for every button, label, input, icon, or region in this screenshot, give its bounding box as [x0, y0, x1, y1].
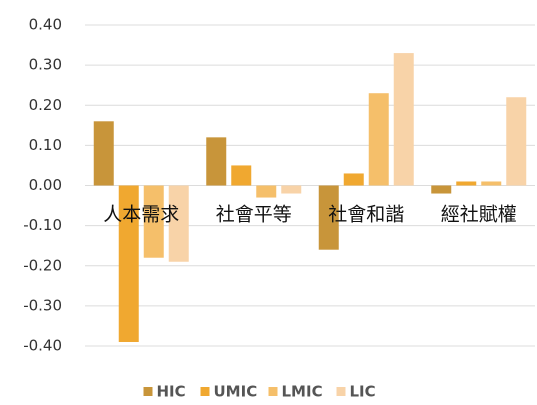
y-tick-label: -0.30 — [23, 296, 62, 314]
bar — [281, 185, 302, 194]
x-tick-label: 人本需求 — [103, 204, 179, 226]
bar — [256, 185, 277, 198]
x-tick-label: 經社賦權 — [441, 204, 517, 226]
bar — [118, 185, 139, 342]
bar — [168, 185, 189, 262]
bar — [143, 185, 164, 258]
y-tick-label: -0.40 — [23, 337, 62, 355]
legend-swatch — [200, 387, 210, 396]
bar — [456, 181, 477, 186]
legend-swatch — [268, 387, 278, 396]
x-tick-label: 社會和諧 — [328, 204, 404, 226]
bar — [318, 185, 339, 250]
bar — [206, 137, 227, 186]
legend-label: UMIC — [214, 383, 258, 401]
bar — [481, 181, 502, 186]
bar — [93, 121, 114, 186]
y-tick-label: 0.30 — [29, 56, 62, 74]
y-tick-label: 0.10 — [29, 136, 62, 154]
y-tick-label: -0.20 — [23, 256, 62, 274]
bar — [231, 165, 252, 186]
bar — [506, 97, 527, 186]
legend-label: HIC — [157, 383, 186, 401]
legend-label: LIC — [350, 383, 376, 401]
y-tick-label: 0.20 — [29, 96, 62, 114]
bar — [368, 93, 389, 186]
y-tick-label: -0.10 — [23, 216, 62, 234]
legend-swatch — [336, 387, 346, 396]
bar — [393, 53, 414, 186]
x-tick-label: 社會平等 — [216, 204, 292, 226]
bar — [343, 173, 364, 186]
y-tick-label: 0.40 — [29, 16, 62, 34]
legend-swatch — [143, 387, 153, 396]
bar — [431, 185, 452, 194]
y-tick-label: 0.00 — [29, 176, 62, 194]
legend-label: LMIC — [282, 383, 323, 401]
